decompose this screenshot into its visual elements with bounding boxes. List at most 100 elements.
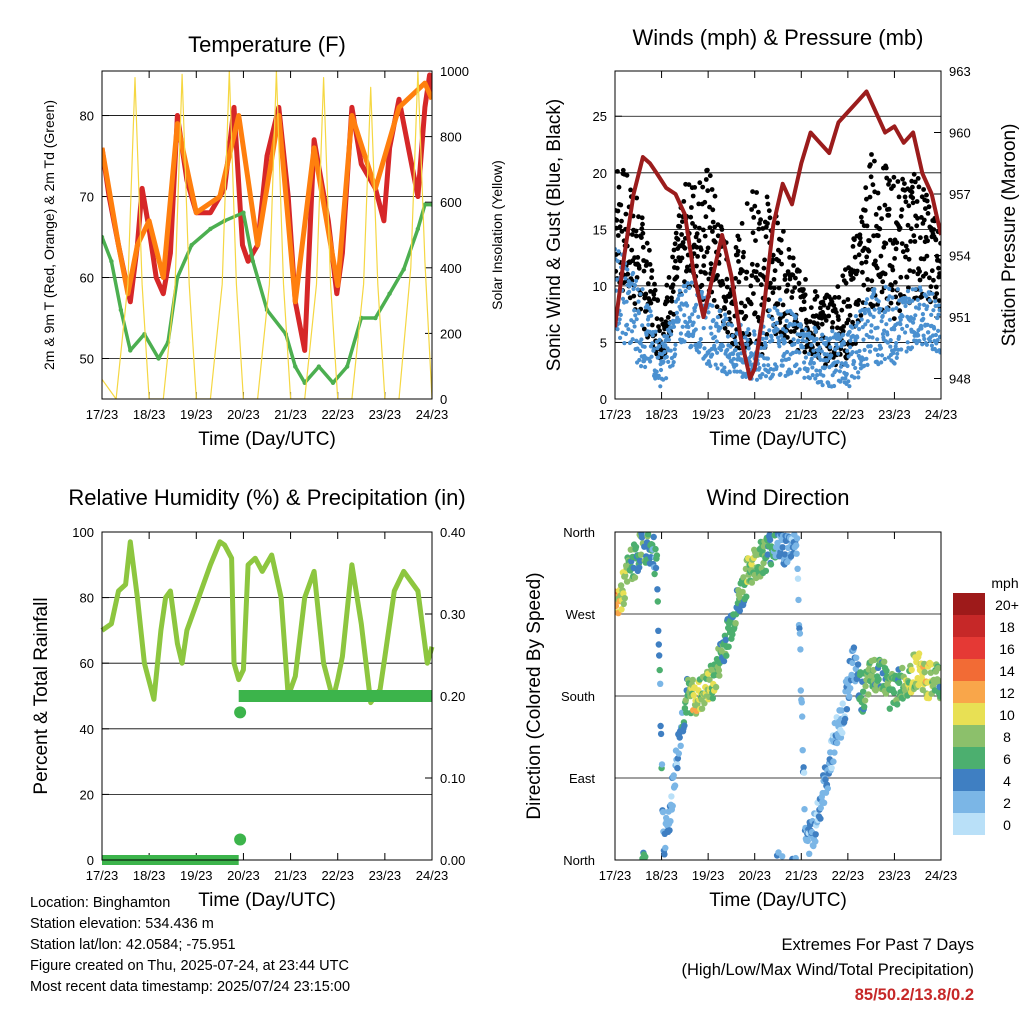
gust-point — [823, 318, 829, 323]
wind-point — [874, 347, 879, 352]
direction-point — [779, 544, 786, 551]
direction-point — [623, 578, 631, 585]
gust-point — [692, 185, 698, 190]
wind-point — [937, 308, 941, 313]
wind-point — [691, 320, 696, 325]
gust-point — [910, 195, 916, 201]
elevation-text: Station elevation: 534.436 m — [30, 916, 214, 932]
wind-point — [791, 337, 796, 342]
gust-point — [632, 301, 638, 306]
gust-point — [665, 315, 671, 320]
gust-point — [888, 300, 894, 306]
gust-point — [865, 287, 871, 292]
gust-point — [886, 182, 891, 187]
gust-point — [692, 224, 698, 230]
wind-point — [664, 376, 669, 381]
wind-point — [658, 384, 663, 389]
wind-point — [702, 346, 707, 351]
gust-point — [865, 277, 870, 282]
direction-point — [895, 679, 903, 686]
gust-point — [634, 233, 639, 239]
gust-point — [917, 277, 923, 283]
gust-point — [700, 184, 706, 190]
wind-point — [802, 375, 807, 380]
wind-point — [644, 332, 649, 337]
wind-point — [685, 281, 690, 286]
wind-point — [770, 338, 775, 343]
direction-point — [668, 793, 675, 800]
direction-point — [632, 543, 640, 551]
gust-point — [934, 253, 940, 259]
gust-point — [768, 280, 773, 286]
gust-point — [831, 303, 837, 308]
gust-point — [641, 326, 647, 332]
wind-point — [779, 358, 785, 363]
direction-point — [849, 659, 856, 667]
colorbar-label: 2 — [1003, 795, 1011, 811]
gust-point — [648, 300, 654, 306]
gust-point — [786, 247, 792, 252]
direction-point — [736, 607, 743, 614]
panel-title: Winds (mph) & Pressure (mb) — [633, 25, 924, 50]
gust-point — [733, 245, 739, 250]
y2-tick-label: 600 — [440, 195, 462, 210]
x-tick-label: 21/23 — [785, 407, 818, 422]
gust-point — [743, 314, 749, 319]
direction-point — [651, 570, 658, 578]
y2-tick-label: 800 — [440, 130, 462, 145]
gust-point — [793, 275, 798, 281]
direction-point — [674, 755, 682, 762]
gust-point — [934, 291, 940, 296]
panel-direction: Wind Direction 17/23 18/23 19/23 20/23 21/23 2… — [524, 485, 1019, 911]
gust-point — [656, 324, 661, 329]
direction-point — [796, 625, 803, 632]
wind-point — [929, 343, 935, 348]
gust-point — [755, 262, 760, 268]
gust-point — [905, 222, 911, 228]
gust-point — [631, 293, 637, 299]
x-tick-label: 22/23 — [832, 868, 865, 883]
wind-point — [719, 362, 724, 367]
gust-point — [776, 258, 782, 264]
gust-point — [904, 274, 910, 280]
direction-point — [820, 799, 828, 806]
x-tick-label: 19/23 — [692, 407, 725, 422]
gust-point — [869, 278, 875, 284]
x-tick-label: 18/23 — [133, 407, 166, 422]
direction-point — [893, 696, 900, 703]
gust-point — [753, 269, 759, 275]
y2-tick-label: 954 — [949, 249, 971, 264]
gust-point — [790, 289, 795, 294]
wind-point — [829, 353, 834, 358]
plot-frame — [101, 70, 433, 400]
gust-point — [925, 238, 930, 244]
wind-point — [623, 331, 629, 337]
wind-point — [721, 322, 727, 327]
wind-point — [633, 278, 639, 283]
wind-point — [615, 259, 621, 264]
wind-point — [852, 359, 857, 364]
x-tick-label: 24/23 — [416, 407, 449, 422]
wind-point — [910, 298, 915, 303]
wind-point — [850, 325, 855, 330]
panel-title: Wind Direction — [706, 485, 849, 510]
gust-point — [629, 247, 635, 253]
gust-point — [756, 226, 762, 232]
wind-point — [903, 303, 908, 309]
wind-point — [872, 307, 877, 312]
gust-point — [932, 295, 938, 300]
gust-point — [858, 214, 864, 220]
wind-point — [775, 327, 780, 332]
wind-point — [922, 336, 927, 342]
direction-point — [853, 654, 860, 661]
gust-point — [883, 165, 889, 171]
wind-point — [800, 338, 805, 343]
gust-point — [917, 269, 922, 274]
gust-point — [770, 252, 776, 258]
gust-point — [680, 240, 686, 245]
colorbar-label: 8 — [1003, 729, 1011, 745]
gust-point — [847, 303, 853, 309]
wind-point — [930, 291, 935, 296]
gust-point — [675, 237, 681, 242]
colorbar-swatch — [953, 791, 985, 813]
